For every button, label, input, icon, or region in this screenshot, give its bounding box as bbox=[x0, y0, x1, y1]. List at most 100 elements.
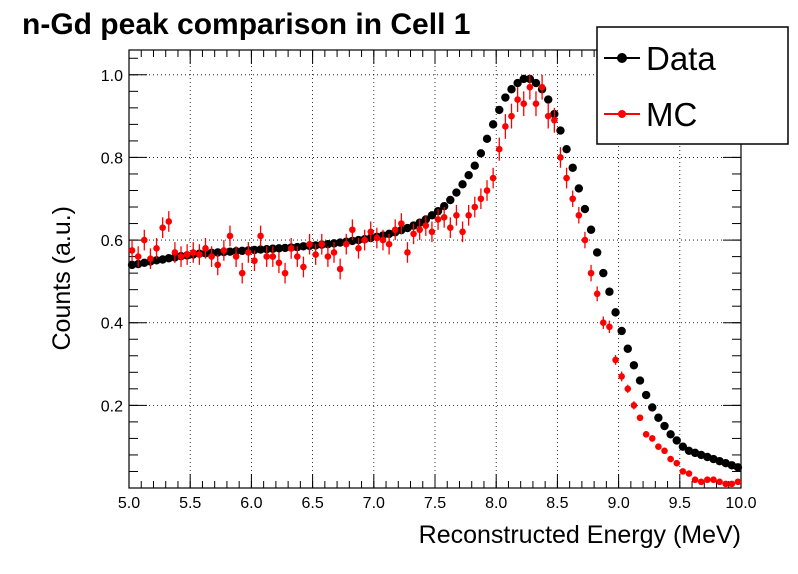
mc-point bbox=[159, 224, 166, 231]
y-tick-label: 0.4 bbox=[101, 316, 123, 333]
mc-point bbox=[728, 480, 736, 488]
x-tick-label: 9.0 bbox=[607, 495, 629, 512]
data-point bbox=[427, 211, 437, 220]
mc-point bbox=[661, 447, 668, 455]
mc-point bbox=[269, 253, 277, 260]
mc-point bbox=[226, 232, 234, 240]
mc-point bbox=[722, 480, 729, 488]
data-point bbox=[256, 245, 265, 254]
mc-point bbox=[575, 211, 583, 219]
data-point bbox=[617, 326, 626, 336]
data-point bbox=[605, 287, 614, 296]
mc-point bbox=[606, 323, 613, 331]
mc-point bbox=[679, 468, 687, 475]
mc-point bbox=[171, 249, 179, 256]
mc-point bbox=[147, 255, 154, 262]
mc-point bbox=[569, 195, 576, 203]
mc-point bbox=[196, 251, 203, 258]
mc-point bbox=[355, 245, 362, 252]
mc-point bbox=[434, 216, 442, 223]
data-point bbox=[544, 95, 553, 104]
mc-point bbox=[538, 83, 546, 91]
mc-point bbox=[557, 154, 564, 161]
mc-point bbox=[232, 253, 240, 260]
legend-box bbox=[596, 26, 789, 145]
mc-point bbox=[544, 112, 552, 120]
mc-point bbox=[642, 430, 650, 438]
mc-point bbox=[459, 228, 466, 236]
mc-point bbox=[428, 228, 436, 236]
mc-point bbox=[440, 214, 448, 221]
y-axis-title: Counts (a.u.) bbox=[48, 206, 76, 351]
legend-data-marker bbox=[617, 53, 627, 63]
mc-point bbox=[465, 211, 472, 219]
x-tick-label: 9.5 bbox=[669, 495, 691, 512]
data-point bbox=[568, 163, 577, 172]
mc-point bbox=[398, 220, 405, 227]
mc-point bbox=[508, 112, 515, 120]
y-tick-label: 0.6 bbox=[101, 233, 123, 250]
mc-point bbox=[471, 203, 479, 211]
mc-point bbox=[416, 226, 424, 234]
mc-point bbox=[367, 228, 375, 236]
mc-point bbox=[238, 269, 246, 277]
x-tick-label: 6.5 bbox=[301, 495, 323, 512]
x-tick-label: 8.0 bbox=[485, 495, 507, 512]
mc-point bbox=[214, 261, 222, 269]
mc-point bbox=[697, 478, 705, 486]
y-tick-label: 1.0 bbox=[101, 68, 123, 85]
mc-point bbox=[410, 230, 417, 238]
mc-point bbox=[177, 253, 185, 260]
data-point bbox=[348, 236, 357, 246]
mc-point bbox=[330, 249, 338, 256]
x-tick-label: 6.0 bbox=[240, 495, 262, 512]
mc-point bbox=[391, 226, 399, 234]
mc-point bbox=[281, 269, 289, 277]
mc-point bbox=[294, 253, 301, 260]
mc-point bbox=[208, 253, 215, 260]
mc-point bbox=[630, 402, 638, 409]
mc-point bbox=[336, 265, 344, 273]
x-tick-label: 10.0 bbox=[725, 495, 756, 512]
data-point bbox=[127, 260, 137, 270]
data-point bbox=[476, 149, 486, 158]
data-point bbox=[152, 256, 161, 265]
mc-point bbox=[716, 478, 723, 486]
data-point bbox=[458, 180, 467, 189]
mc-point bbox=[532, 100, 540, 108]
mc-point bbox=[618, 373, 625, 380]
series-data-points bbox=[127, 74, 743, 472]
mc-point bbox=[342, 240, 350, 248]
mc-point bbox=[734, 478, 742, 486]
mc-point bbox=[306, 240, 313, 248]
series-mc-points bbox=[128, 74, 742, 488]
legend-mc-label: MC bbox=[646, 96, 697, 133]
chart-title: n-Gd peak comparison in Cell 1 bbox=[22, 8, 470, 41]
legend-mc-marker bbox=[618, 110, 626, 118]
mc-point bbox=[245, 249, 252, 256]
data-point bbox=[648, 403, 657, 412]
data-point bbox=[452, 188, 461, 197]
x-tick-label: 5.5 bbox=[179, 495, 201, 512]
mc-point bbox=[404, 249, 411, 256]
mc-point bbox=[704, 476, 711, 484]
mc-point bbox=[667, 455, 674, 463]
mc-point bbox=[655, 443, 662, 450]
x-tick-label: 5.0 bbox=[118, 495, 140, 512]
data-point bbox=[586, 225, 596, 234]
mc-point bbox=[220, 247, 228, 254]
data-point bbox=[513, 78, 522, 88]
mc-point bbox=[502, 123, 509, 130]
data-point bbox=[238, 246, 247, 256]
mc-point bbox=[165, 218, 173, 225]
data-point bbox=[335, 238, 345, 247]
y-tick-label: 0.2 bbox=[101, 398, 123, 415]
mc-point bbox=[453, 211, 460, 219]
data-point bbox=[274, 244, 284, 253]
data-point bbox=[495, 105, 504, 115]
data-point bbox=[580, 204, 590, 214]
mc-point bbox=[612, 356, 619, 364]
x-tick-label: 7.0 bbox=[363, 495, 385, 512]
data-point bbox=[629, 361, 639, 370]
